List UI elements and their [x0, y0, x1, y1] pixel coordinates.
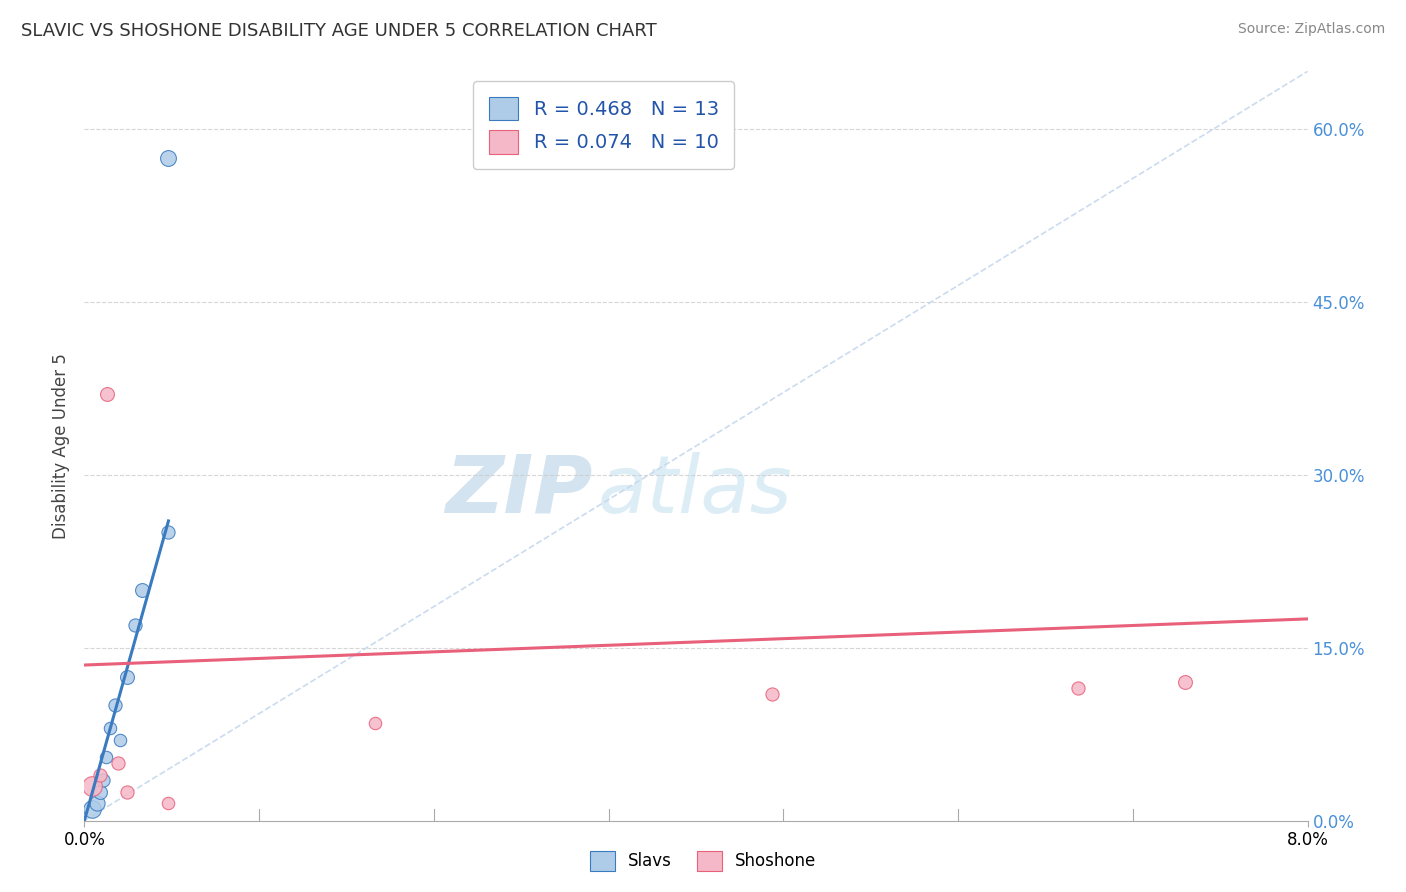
Point: [115, 669, 138, 683]
Point: [94, 750, 117, 764]
Text: atlas: atlas: [598, 452, 793, 530]
Point: [98, 722, 121, 736]
Point: [104, 698, 127, 713]
Point: [157, 525, 180, 540]
Point: [91, 773, 114, 788]
Point: [1067, 681, 1090, 695]
Point: [80, 779, 103, 793]
Legend: R = 0.468   N = 13, R = 0.074   N = 10: R = 0.468 N = 13, R = 0.074 N = 10: [474, 81, 734, 169]
Point: [124, 617, 146, 632]
Text: Source: ZipAtlas.com: Source: ZipAtlas.com: [1237, 22, 1385, 37]
Point: [157, 797, 180, 811]
Point: [157, 151, 180, 165]
Point: [115, 785, 138, 799]
Point: [1174, 675, 1197, 690]
Text: SLAVIC VS SHOSHONE DISABILITY AGE UNDER 5 CORRELATION CHART: SLAVIC VS SHOSHONE DISABILITY AGE UNDER …: [21, 22, 657, 40]
Point: [96, 387, 118, 401]
Point: [107, 756, 129, 770]
Point: [364, 715, 387, 730]
Y-axis label: Disability Age Under 5: Disability Age Under 5: [52, 353, 70, 539]
Point: [761, 687, 783, 701]
Point: [80, 802, 103, 816]
Legend: Slavs, Shoshone: Slavs, Shoshone: [581, 842, 825, 880]
Point: [89, 785, 111, 799]
Point: [86, 797, 108, 811]
Point: [131, 583, 153, 598]
Point: [89, 767, 111, 781]
Text: ZIP: ZIP: [444, 452, 592, 530]
Point: [108, 733, 131, 747]
